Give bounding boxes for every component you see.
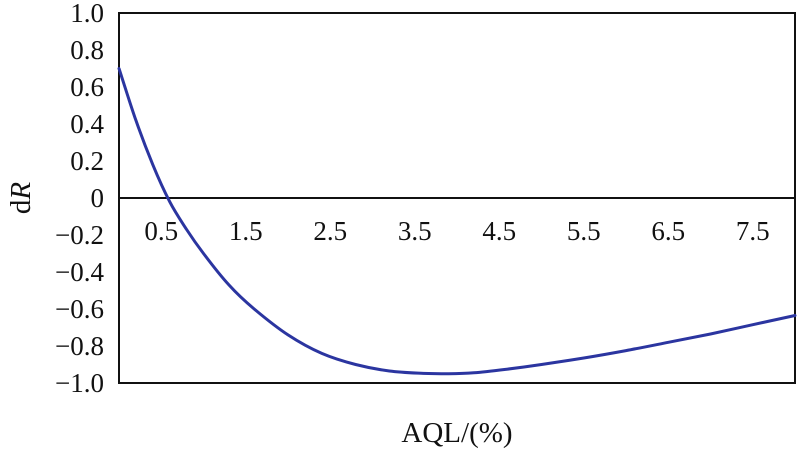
y-tick-label: 0 [91,183,105,213]
series-line [117,67,797,376]
y-tick-label: 0.8 [70,35,104,65]
x-tick-label: 1.5 [229,216,263,246]
y-tick-labels: 1.0 0.8 0.6 0.4 0.2 0 −0.2 −0.4 −0.6 −0.8 −1.0 [55,0,104,398]
y-tick-label: −0.2 [55,220,104,250]
x-tick-label: 5.5 [567,216,601,246]
x-axis-title: AQL/(%) [401,417,512,449]
x-tick-labels: 0.5 1.5 2.5 3.5 4.5 5.5 6.5 7.5 [144,216,769,246]
x-tick-label: 3.5 [398,216,432,246]
y-axis-title: dR [5,182,37,215]
y-axis-title-variable: R [5,182,37,201]
x-tick-label: 7.5 [736,216,770,246]
y-tick-label: −1.0 [55,368,104,398]
y-tick-label: 0.6 [70,72,104,102]
x-tick-label: 0.5 [144,216,178,246]
x-tick-label: 4.5 [482,216,516,246]
y-tick-label: 0.2 [70,146,104,176]
x-tick-label: 2.5 [313,216,347,246]
y-tick-label: −0.8 [55,331,104,361]
y-tick-label: −0.6 [55,294,104,324]
y-tick-label: −0.4 [55,257,104,287]
y-tick-label: 0.4 [70,109,104,139]
x-tick-label: 6.5 [651,216,685,246]
y-tick-label: 1.0 [70,0,104,28]
y-axis-title-prefix: d [5,199,37,214]
